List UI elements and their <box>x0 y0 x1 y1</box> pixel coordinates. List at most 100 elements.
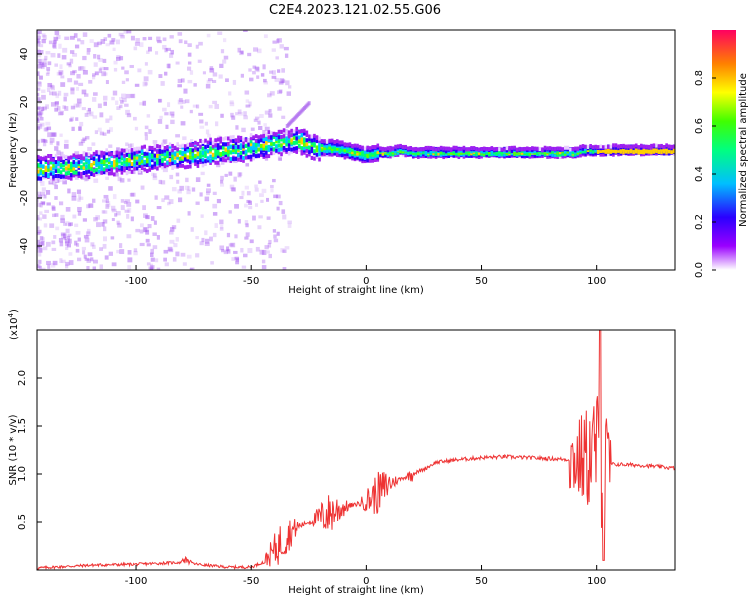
heatmap-speckle <box>261 259 266 264</box>
heatmap-speckle <box>80 139 86 144</box>
heatmap-cell <box>594 151 597 156</box>
heatmap-cell <box>221 145 225 150</box>
heatmap-speckle <box>82 137 87 142</box>
heatmap-cell <box>80 154 83 159</box>
heatmap-cell <box>300 132 304 137</box>
heatmap-speckle <box>266 216 271 220</box>
heatmap-cell <box>391 146 395 151</box>
heatmap-speckle <box>263 81 268 85</box>
heatmap-speckle <box>63 222 67 226</box>
heatmap-cell <box>191 148 195 153</box>
heatmap-cell <box>561 147 565 152</box>
heatmap-speckle <box>87 252 93 257</box>
heatmap-cell <box>234 145 238 150</box>
heatmap-speckle <box>119 249 125 255</box>
heatmap-cell <box>85 170 88 175</box>
heatmap-cell <box>667 151 671 156</box>
heatmap-cell <box>138 146 141 151</box>
heatmap-cell <box>396 150 400 155</box>
heatmap-cell <box>351 143 354 148</box>
heatmap-cell <box>196 155 200 160</box>
heatmap-cell <box>204 161 207 166</box>
heatmap-cell <box>125 162 129 167</box>
heatmap-cell <box>64 154 68 159</box>
heatmap-cell <box>120 170 124 175</box>
heatmap-cell <box>629 145 633 150</box>
heatmap-cell <box>265 145 268 150</box>
heatmap-cell <box>280 143 283 148</box>
heatmap-speckle <box>228 210 232 214</box>
heatmap-speckle <box>65 228 70 234</box>
heatmap-cell <box>637 145 641 150</box>
heatmap-x-tick-label: -50 <box>243 276 259 287</box>
heatmap-speckle <box>276 194 281 199</box>
heatmap-cell <box>232 148 235 153</box>
heatmap-speckle <box>230 187 236 191</box>
colorbar-gradient <box>712 30 736 270</box>
heatmap-cell <box>113 172 116 177</box>
heatmap-speckle <box>160 180 166 185</box>
heatmap-cell <box>455 145 458 150</box>
heatmap-speckle <box>282 267 287 270</box>
heatmap-cell <box>224 153 228 158</box>
heatmap-speckle <box>51 206 56 211</box>
svg-text:(x104): (x104) <box>7 309 20 340</box>
heatmap-speckle <box>78 126 82 131</box>
heatmap-cell <box>287 130 291 135</box>
heatmap-cell <box>275 132 278 137</box>
heatmap-cell <box>576 150 580 155</box>
heatmap-speckle <box>111 205 116 211</box>
heatmap-speckle <box>204 196 210 202</box>
heatmap-cell <box>57 156 60 161</box>
heatmap-cell <box>183 147 187 152</box>
heatmap-cell <box>381 147 385 152</box>
heatmap-cell <box>158 149 162 154</box>
heatmap-cell <box>37 172 40 177</box>
heatmap-speckle <box>60 214 65 220</box>
heatmap-cell <box>254 154 258 159</box>
heatmap-speckle <box>220 49 225 54</box>
snr-background <box>37 330 675 570</box>
heatmap-speckle <box>208 78 213 82</box>
heatmap-cell <box>396 144 400 149</box>
heatmap-speckle <box>272 178 276 183</box>
heatmap-cell <box>333 151 337 156</box>
heatmap-cell <box>92 151 96 156</box>
heatmap-speckle <box>94 71 99 76</box>
heatmap-cell <box>227 158 230 163</box>
heatmap-speckle <box>42 34 47 40</box>
heatmap-cell <box>140 164 144 169</box>
heatmap-speckle <box>83 254 87 259</box>
heatmap-speckle <box>241 127 246 133</box>
heatmap-speckle <box>176 218 181 223</box>
heatmap-speckle <box>55 226 60 231</box>
heatmap-speckle <box>37 202 41 207</box>
heatmap-cell <box>487 152 491 157</box>
heatmap-cell <box>199 150 202 155</box>
heatmap-speckle <box>152 232 157 236</box>
heatmap-speckle <box>97 127 102 132</box>
heatmap-speckle <box>45 127 49 132</box>
heatmap-speckle <box>182 99 186 104</box>
heatmap-cell <box>404 153 407 158</box>
heatmap-cell <box>670 149 673 154</box>
heatmap-cell <box>166 147 169 152</box>
heatmap-speckle <box>162 139 168 144</box>
heatmap-speckle <box>38 259 42 264</box>
heatmap-speckle <box>86 258 91 263</box>
heatmap-cell <box>105 158 109 163</box>
heatmap-speckle <box>225 249 231 253</box>
heatmap-speckle <box>93 42 99 48</box>
heatmap-cell <box>363 153 367 158</box>
heatmap-speckle <box>190 139 194 143</box>
heatmap-cell <box>447 146 451 151</box>
heatmap-cell <box>135 161 139 166</box>
heatmap-cell <box>77 171 81 176</box>
heatmap-cell <box>323 143 326 148</box>
heatmap-speckle <box>51 240 56 245</box>
heatmap-speckle <box>176 179 180 184</box>
heatmap-speckle <box>241 265 247 269</box>
heatmap-speckle <box>169 111 175 116</box>
heatmap-cell <box>553 152 557 157</box>
